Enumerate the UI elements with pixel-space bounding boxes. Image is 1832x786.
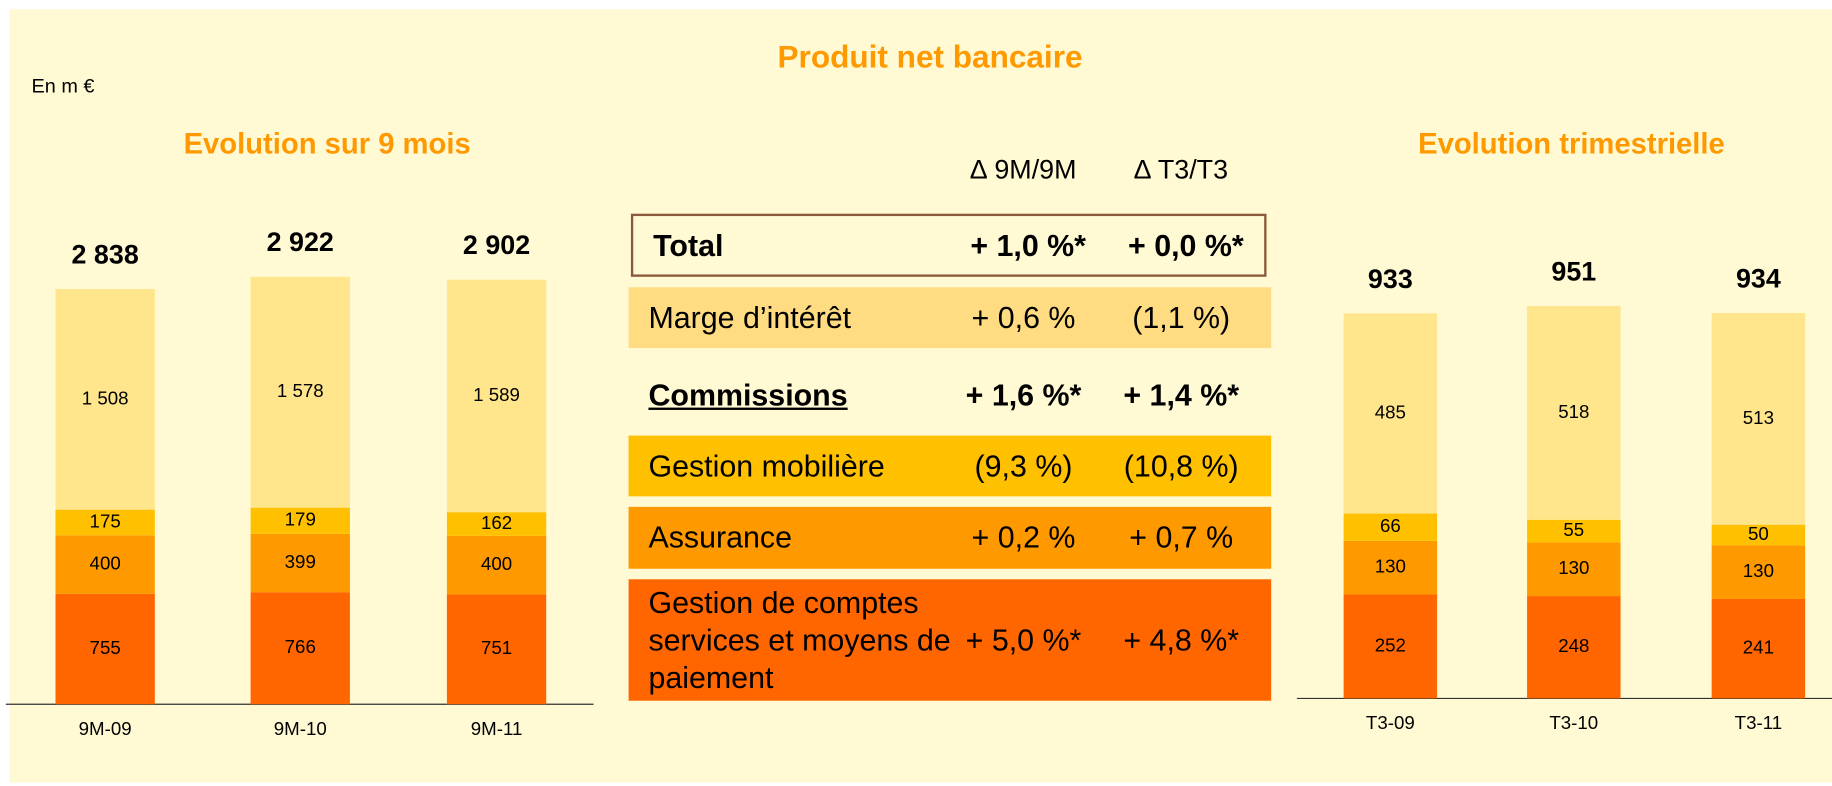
- row-label: Gestion de comptes services et moyens de…: [648, 585, 951, 695]
- column-header: ∆ 9M/9M: [970, 154, 1077, 185]
- x-tick-label: 9M-09: [79, 718, 132, 739]
- row-label: Assurance: [648, 519, 792, 555]
- value-label: 1 589: [473, 384, 520, 405]
- cell-value: (10,8 %): [1123, 447, 1239, 483]
- value-label: 252: [1375, 634, 1406, 655]
- row-label: Marge d’intérêt: [648, 299, 852, 335]
- x-tick-label: T3-10: [1549, 712, 1598, 733]
- bar-segment: [55, 509, 155, 536]
- chart-title: Evolution trimestrielle: [1418, 129, 1725, 161]
- value-label: 751: [481, 637, 512, 658]
- bar-segment: [1527, 519, 1621, 543]
- cell-value: + 1,4 %*: [1123, 376, 1240, 412]
- total-label: 2 838: [72, 239, 139, 269]
- bar-segment: [1343, 540, 1438, 595]
- x-tick-label: T3-09: [1366, 712, 1415, 733]
- bar-segment: [55, 289, 155, 510]
- cell-value: + 0,7 %: [1129, 519, 1234, 555]
- bar-segment: [446, 594, 547, 705]
- total-label: 933: [1368, 264, 1413, 294]
- bar-segment: [1711, 313, 1806, 525]
- bar-segment: [1527, 305, 1621, 520]
- value-label: 248: [1558, 635, 1589, 656]
- total-label: 934: [1736, 263, 1781, 293]
- value-label: 485: [1375, 401, 1406, 422]
- total-label: 2 902: [463, 230, 530, 260]
- cell-value: + 0,2 %: [971, 519, 1076, 555]
- bar-segment: [1527, 596, 1621, 699]
- cell-value: + 0,6 %: [971, 299, 1076, 335]
- bar-segment: [250, 507, 350, 534]
- value-label: 518: [1558, 401, 1589, 422]
- bar-segment: [55, 535, 155, 594]
- cell-value: (1,1 %): [1132, 299, 1231, 335]
- value-label: 766: [285, 636, 316, 657]
- value-label: 50: [1748, 523, 1769, 544]
- value-label: 175: [90, 510, 121, 531]
- chart-title: Evolution sur 9 mois: [184, 129, 471, 161]
- value-label: 241: [1743, 637, 1774, 658]
- value-label: 513: [1743, 407, 1774, 428]
- bar-segment: [446, 535, 547, 595]
- bar-segment: [446, 279, 547, 513]
- x-tick-label: 9M-11: [471, 718, 523, 739]
- bar-segment: [446, 512, 547, 536]
- value-label: 400: [481, 553, 512, 574]
- x-tick-label: 9M-10: [274, 718, 327, 739]
- value-label: 400: [90, 552, 121, 573]
- cell-value: + 4,8 %*: [1123, 621, 1240, 657]
- x-tick-label: T3-11: [1735, 712, 1782, 733]
- slide-title: Produit net bancaire: [777, 39, 1083, 75]
- value-label: 55: [1563, 519, 1584, 540]
- value-label: 1 578: [277, 380, 324, 401]
- bar-segment: [55, 593, 155, 705]
- table-row: Commissions + 1,6 %* + 1,4 %*: [629, 364, 1272, 425]
- value-label: 162: [481, 512, 512, 533]
- value-label: 130: [1558, 557, 1589, 578]
- table-row: Gestion de comptes services et moyens de…: [628, 579, 1272, 701]
- bar-segment: [1711, 545, 1806, 599]
- table-row: Gestion mobilière (9,3 %) (10,8 %): [628, 435, 1272, 497]
- value-label: 755: [90, 637, 121, 658]
- column-header: ∆ T3/T3: [1134, 154, 1229, 185]
- total-label: 2 922: [267, 227, 334, 257]
- bar-segment: [1711, 598, 1806, 699]
- table-row: Assurance + 0,2 % + 0,7 %: [628, 506, 1272, 569]
- cell-value: + 1,0 %*: [970, 227, 1086, 263]
- value-label: 1 508: [82, 387, 129, 408]
- value-label: 66: [1380, 515, 1401, 536]
- row-label: Commissions: [648, 376, 848, 412]
- unit-note: En m €: [31, 74, 95, 97]
- bar-segment: [250, 276, 350, 508]
- cell-value: (9,3 %): [974, 447, 1073, 483]
- cell-value: + 1,6 %*: [965, 376, 1082, 412]
- value-label: 179: [285, 509, 316, 530]
- bar-segment: [1343, 513, 1438, 541]
- value-label: 399: [285, 551, 316, 572]
- bar-segment: [250, 533, 350, 593]
- bar-segment: [1343, 313, 1438, 514]
- cell-value: + 5,0 %*: [965, 621, 1082, 657]
- value-label: 130: [1375, 556, 1406, 577]
- bar-segment: [250, 592, 350, 705]
- bar-segment: [1343, 594, 1438, 699]
- cell-value: + 0,0 %*: [1128, 227, 1244, 263]
- row-label: Gestion mobilière: [648, 447, 885, 483]
- total-label: 951: [1551, 256, 1596, 286]
- value-label: 130: [1743, 560, 1774, 581]
- bar-segment: [1527, 542, 1621, 597]
- bar-segment: [1711, 524, 1806, 546]
- table-row: Marge d’intérêt + 0,6 % (1,1 %): [628, 287, 1272, 349]
- table-row: Total + 1,0 %* + 0,0 %*: [630, 213, 1267, 277]
- row-label: Total: [653, 227, 724, 263]
